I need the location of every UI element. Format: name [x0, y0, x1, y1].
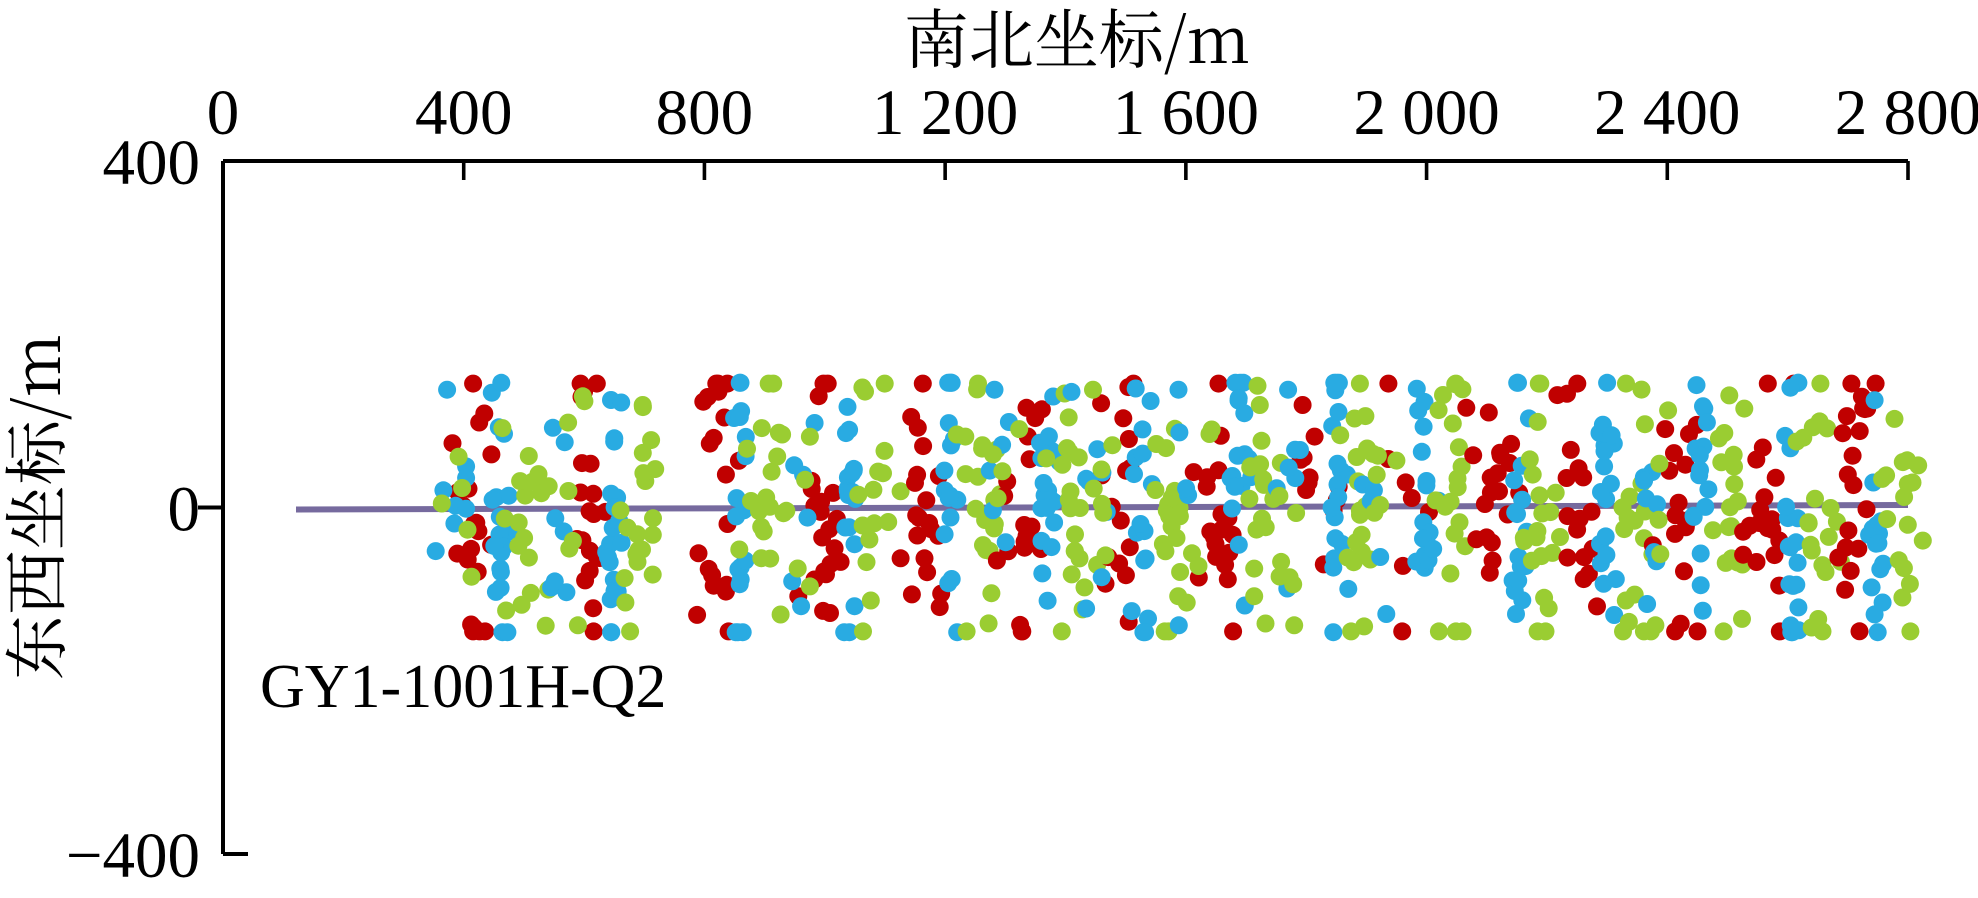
svg-text:−400: −400 — [66, 820, 200, 892]
svg-text:GY1-1001H-Q2: GY1-1001H-Q2 — [260, 653, 666, 721]
svg-text:2 800: 2 800 — [1835, 77, 1978, 149]
svg-text:0: 0 — [168, 474, 201, 546]
svg-text:2 000: 2 000 — [1353, 77, 1499, 149]
svg-text:0: 0 — [207, 77, 240, 149]
svg-text:南北坐标/m: 南北坐标/m — [904, 0, 1250, 82]
svg-text:400: 400 — [103, 127, 201, 199]
svg-text:东西坐标/m: 东西坐标/m — [0, 334, 79, 680]
svg-text:800: 800 — [656, 77, 754, 149]
svg-text:1 600: 1 600 — [1113, 77, 1259, 149]
svg-text:2 400: 2 400 — [1594, 77, 1740, 149]
svg-text:400: 400 — [415, 77, 513, 149]
svg-text:1 200: 1 200 — [872, 77, 1018, 149]
